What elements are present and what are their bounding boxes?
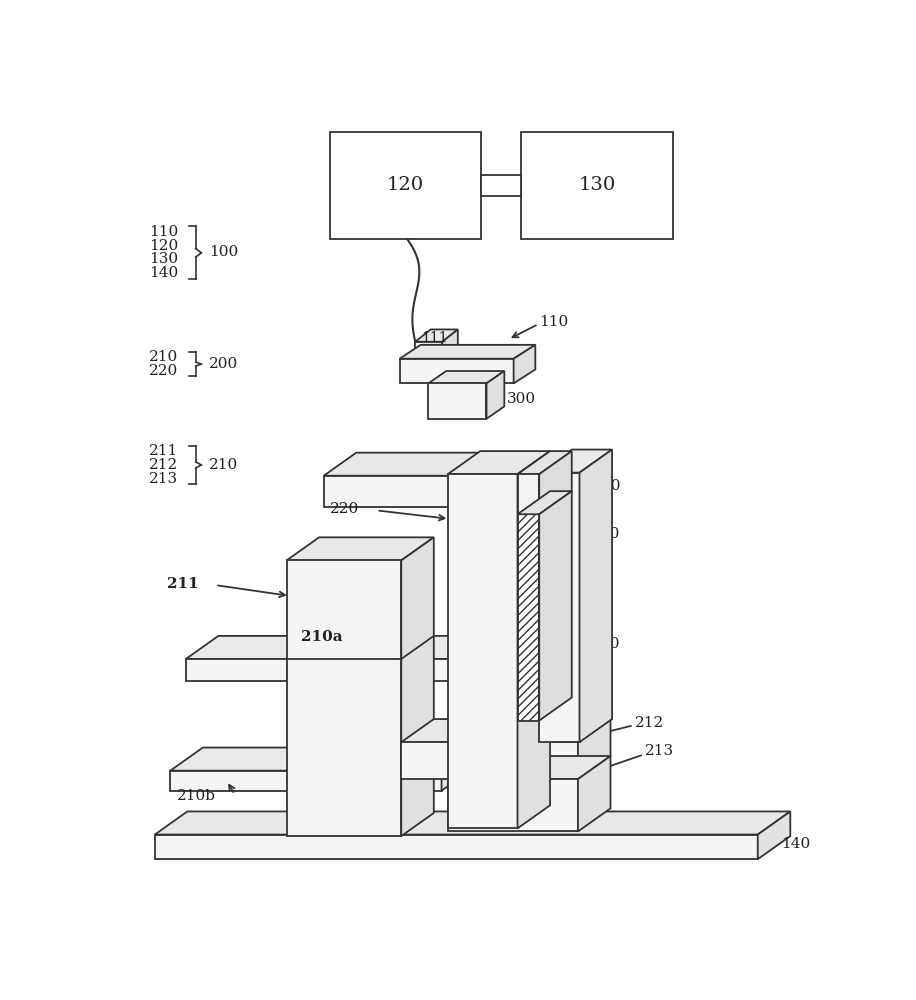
Polygon shape [415, 342, 442, 359]
Polygon shape [578, 756, 610, 831]
Text: 111: 111 [421, 331, 448, 345]
Text: 130: 130 [578, 176, 616, 194]
Polygon shape [155, 835, 758, 859]
Polygon shape [323, 453, 550, 476]
Polygon shape [429, 371, 505, 383]
Polygon shape [399, 345, 535, 359]
Polygon shape [429, 383, 486, 419]
Polygon shape [518, 451, 572, 474]
Text: 210: 210 [209, 458, 238, 472]
Polygon shape [170, 748, 474, 771]
Polygon shape [415, 329, 458, 342]
Polygon shape [758, 811, 791, 859]
Text: 30: 30 [601, 527, 620, 541]
Polygon shape [518, 451, 550, 828]
Polygon shape [514, 345, 535, 383]
Polygon shape [287, 537, 434, 560]
Bar [518, 514, 540, 721]
Polygon shape [448, 756, 610, 779]
Text: 220: 220 [330, 502, 359, 516]
Text: 140: 140 [149, 266, 179, 280]
Text: 10: 10 [601, 479, 621, 493]
Polygon shape [486, 371, 505, 419]
Polygon shape [401, 537, 434, 836]
Polygon shape [518, 453, 550, 507]
Polygon shape [578, 719, 610, 779]
Text: 210a: 210a [300, 630, 342, 644]
Text: 210b: 210b [177, 789, 215, 803]
Polygon shape [540, 451, 572, 514]
Bar [481, 175, 521, 196]
Text: 220: 220 [149, 364, 179, 378]
Polygon shape [399, 359, 514, 383]
Text: 110: 110 [540, 315, 569, 329]
Text: 211: 211 [168, 577, 199, 591]
Polygon shape [457, 636, 489, 681]
Polygon shape [540, 473, 580, 742]
Polygon shape [442, 748, 474, 791]
Polygon shape [448, 779, 578, 831]
Polygon shape [518, 474, 540, 514]
Text: 213: 213 [149, 472, 179, 486]
Text: 210: 210 [149, 350, 179, 364]
Polygon shape [580, 450, 612, 742]
Text: 130: 130 [149, 252, 179, 266]
Text: 110: 110 [149, 225, 179, 239]
Text: 20: 20 [601, 637, 621, 651]
Polygon shape [170, 771, 442, 791]
Polygon shape [401, 719, 610, 742]
Polygon shape [323, 476, 518, 507]
Text: 120: 120 [149, 239, 179, 253]
Polygon shape [186, 659, 457, 681]
Polygon shape [442, 329, 458, 359]
Polygon shape [448, 451, 550, 474]
Polygon shape [155, 811, 791, 835]
Polygon shape [540, 450, 612, 473]
Text: 100: 100 [209, 245, 238, 259]
Text: 213: 213 [646, 744, 674, 758]
Text: 212: 212 [149, 458, 179, 472]
Polygon shape [448, 474, 518, 828]
Bar [330, 132, 481, 239]
Polygon shape [287, 560, 401, 836]
Text: 120: 120 [387, 176, 424, 194]
Bar [521, 132, 672, 239]
Polygon shape [518, 491, 572, 514]
Text: 200: 200 [209, 357, 238, 371]
Text: 300: 300 [507, 392, 536, 406]
Text: 211: 211 [149, 444, 179, 458]
Polygon shape [401, 742, 578, 779]
Polygon shape [186, 636, 489, 659]
Text: 140: 140 [781, 837, 811, 851]
Text: 212: 212 [636, 716, 664, 730]
Polygon shape [540, 491, 572, 721]
